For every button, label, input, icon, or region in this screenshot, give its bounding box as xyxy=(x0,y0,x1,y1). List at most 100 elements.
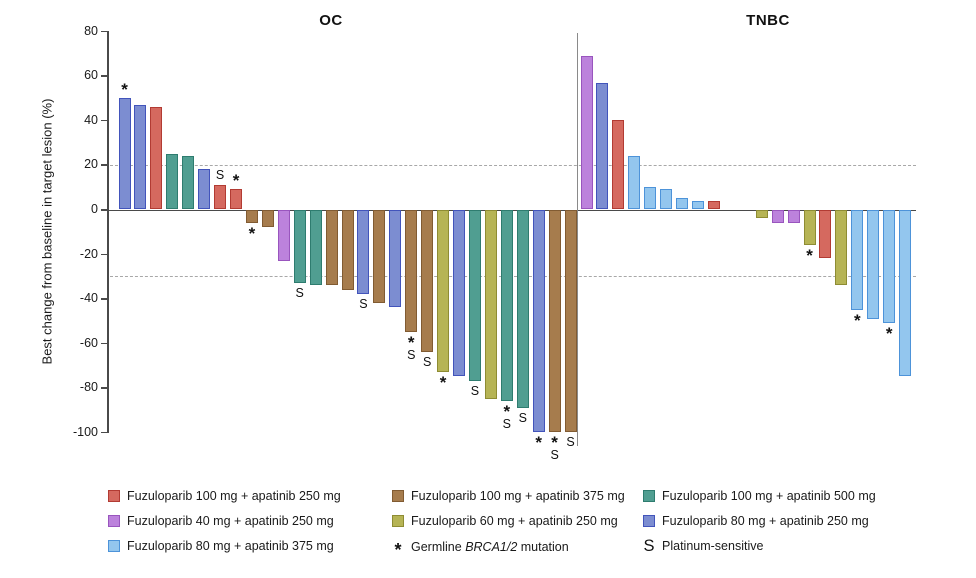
germline-mutation-symbol: * xyxy=(394,540,402,560)
legend-swatch-f80a375 xyxy=(108,540,120,552)
bar xyxy=(851,209,864,310)
legend-label: Germline BRCA1/2 mutation xyxy=(411,540,569,554)
legend-swatch-f60a250 xyxy=(392,515,404,527)
bar xyxy=(118,98,131,210)
y-axis-tick xyxy=(101,164,107,166)
bar xyxy=(198,169,211,210)
platinum-sensitive-marker: S xyxy=(502,416,511,431)
bar xyxy=(134,104,147,210)
bar xyxy=(771,209,784,223)
bar xyxy=(548,209,561,433)
legend-row: Fuzuloparib 60 mg + apatinib 250 mg xyxy=(392,514,618,528)
panel-divider xyxy=(577,33,578,446)
legend-row: Fuzuloparib 40 mg + apatinib 250 mg xyxy=(108,514,334,528)
legend-swatch-f80a250 xyxy=(643,515,655,527)
legend-swatch-f100a500 xyxy=(643,490,655,502)
bar xyxy=(692,200,704,210)
y-axis-tick xyxy=(101,119,107,122)
germline-mutation-marker: * xyxy=(503,401,511,421)
legend-label: Fuzuloparib 80 mg + apatinib 375 mg xyxy=(127,539,334,553)
y-axis-tick-label: -20 xyxy=(79,246,98,261)
germline-mutation-marker: * xyxy=(232,171,240,191)
y-axis-tick xyxy=(101,209,107,211)
bar xyxy=(389,209,402,308)
y-axis-tick-label: 20 xyxy=(84,157,98,172)
bar xyxy=(468,209,481,381)
legend-swatch-f40a250 xyxy=(108,515,120,527)
bar xyxy=(245,209,258,223)
legend-label: Fuzuloparib 80 mg + apatinib 250 mg xyxy=(662,514,869,528)
legend-row: Fuzuloparib 100 mg + apatinib 500 mg xyxy=(643,489,876,503)
y-axis-tick-label: -40 xyxy=(79,291,98,306)
bar xyxy=(453,209,466,377)
y-axis-tick-label: -60 xyxy=(79,335,98,350)
bar xyxy=(628,156,641,210)
y-axis-tick xyxy=(101,298,107,300)
panel-title-oc: OC xyxy=(319,12,343,29)
bar xyxy=(532,209,545,433)
bar xyxy=(835,209,848,286)
bar xyxy=(596,82,609,210)
y-axis-tick-label: 40 xyxy=(84,112,98,127)
bar xyxy=(803,209,816,246)
platinum-sensitive-marker: S xyxy=(566,435,575,450)
germline-mutation-marker: * xyxy=(551,433,558,453)
panel-title-tnbc: TNBC xyxy=(746,12,790,29)
platinum-sensitive-marker: S xyxy=(359,297,368,312)
y-axis-tick-label: 60 xyxy=(84,68,98,83)
bar xyxy=(230,189,242,210)
legend-row: Fuzuloparib 100 mg + apatinib 250 mg xyxy=(108,489,341,503)
legend-label: Fuzuloparib 60 mg + apatinib 250 mg xyxy=(411,514,618,528)
platinum-sensitive-marker: S xyxy=(407,347,416,362)
y-axis-tick xyxy=(101,431,107,434)
bar xyxy=(883,209,896,323)
y-axis-tick-label: 0 xyxy=(91,202,98,216)
legend-swatch-f100a375 xyxy=(392,490,404,502)
bar xyxy=(819,209,832,259)
bar xyxy=(644,187,657,210)
germline-mutation-marker: * xyxy=(853,310,861,330)
bar xyxy=(899,209,912,377)
germline-mutation-marker: * xyxy=(439,372,447,392)
legend-swatch-f100a250 xyxy=(108,490,120,502)
bar xyxy=(500,209,513,401)
bar xyxy=(867,209,880,319)
y-axis-tick xyxy=(101,387,107,389)
y-axis-tick xyxy=(101,342,107,345)
reference-line--30 xyxy=(110,276,916,278)
platinum-sensitive-symbol: S xyxy=(643,537,655,555)
bar xyxy=(612,120,625,210)
bar xyxy=(293,209,306,283)
bar xyxy=(182,156,195,210)
bar xyxy=(564,209,577,433)
y-axis-tick-label: -80 xyxy=(79,380,98,395)
legend-row: * Germline BRCA1/2 mutation xyxy=(392,539,569,560)
bar xyxy=(261,209,274,228)
germline-mutation-marker: * xyxy=(885,324,893,343)
bar xyxy=(676,198,689,210)
bar xyxy=(214,185,227,210)
bar xyxy=(787,209,800,223)
bar xyxy=(421,209,434,352)
legend-row: Fuzuloparib 80 mg + apatinib 375 mg xyxy=(108,539,334,553)
bar xyxy=(437,209,450,372)
legend-row: Fuzuloparib 100 mg + apatinib 375 mg xyxy=(392,489,625,503)
bar xyxy=(341,209,354,290)
y-axis-tick-label: -100 xyxy=(72,424,98,439)
bar xyxy=(516,209,529,408)
bar xyxy=(166,153,179,210)
bar xyxy=(660,189,673,210)
germline-mutation-marker: * xyxy=(248,223,256,243)
y-axis-tick xyxy=(101,75,107,77)
legend-label: Platinum-sensitive xyxy=(662,539,764,553)
y-axis-line xyxy=(107,31,109,433)
germline-mutation-marker: * xyxy=(535,433,542,453)
legend-label: Fuzuloparib 40 mg + apatinib 250 mg xyxy=(127,514,334,528)
legend-label: Fuzuloparib 100 mg + apatinib 500 mg xyxy=(662,489,876,503)
germline-mutation-marker: * xyxy=(121,80,128,100)
y-axis-tick xyxy=(101,253,107,255)
legend-row: Fuzuloparib 80 mg + apatinib 250 mg xyxy=(643,514,869,528)
platinum-sensitive-marker: S xyxy=(422,354,432,369)
bar xyxy=(373,209,386,303)
bar xyxy=(707,200,720,210)
